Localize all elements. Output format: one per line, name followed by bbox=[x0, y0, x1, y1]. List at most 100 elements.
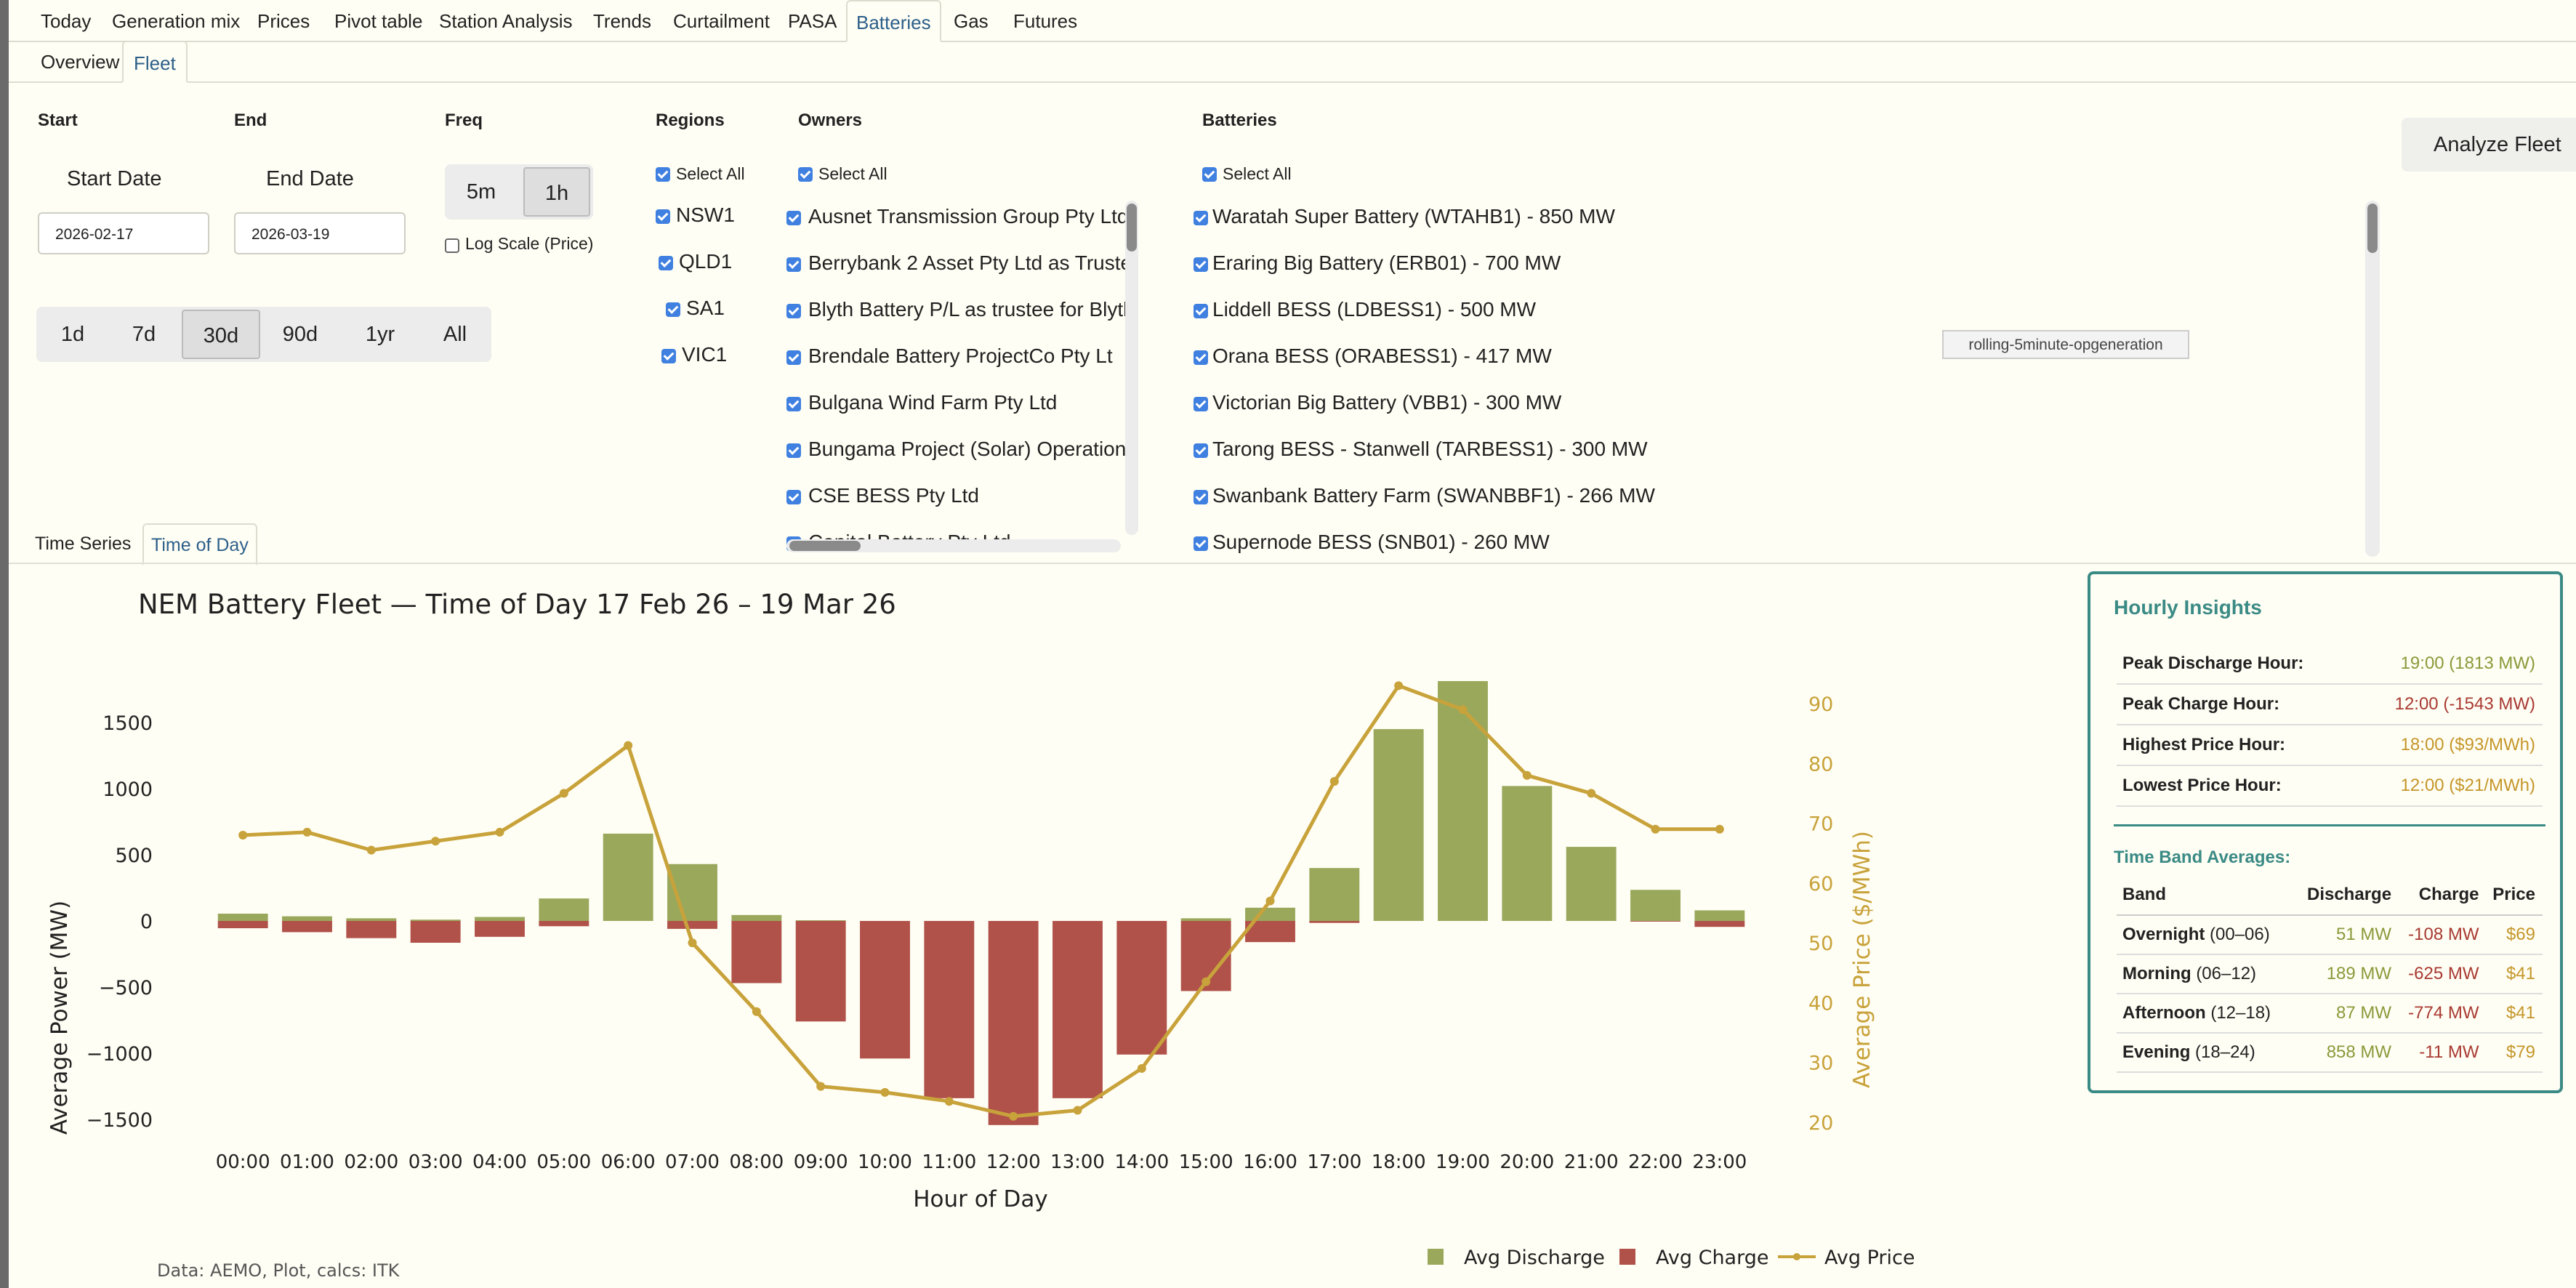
tab-pivot-table[interactable]: Pivot table bbox=[334, 10, 423, 32]
region-qld1-checkbox[interactable] bbox=[659, 256, 673, 270]
band-header: Band bbox=[2117, 875, 2296, 916]
tab-pasa[interactable]: PASA bbox=[788, 10, 837, 32]
battery-checkbox[interactable] bbox=[1194, 304, 1208, 318]
band-price: $41 bbox=[2486, 954, 2543, 994]
legend-swatch-price-marker bbox=[1793, 1253, 1800, 1260]
batteries-select-all-checkbox[interactable] bbox=[1202, 167, 1217, 182]
range-7d-button[interactable]: 7d bbox=[132, 323, 156, 346]
y-tick-label: 1500 bbox=[102, 712, 153, 735]
tab-gas[interactable]: Gas bbox=[954, 10, 989, 32]
tab-batteries[interactable]: Batteries bbox=[846, 0, 941, 42]
band-price: $69 bbox=[2486, 915, 2543, 955]
window-left-edge bbox=[0, 0, 9, 1288]
owner-checkbox[interactable] bbox=[786, 397, 801, 411]
tab-time-series[interactable]: Time Series bbox=[35, 534, 132, 554]
log-scale-checkbox[interactable] bbox=[445, 238, 459, 253]
x-tick-label: 00:00 bbox=[216, 1151, 270, 1173]
batteries-list[interactable]: Waratah Super Battery (WTAHB1) - 850 MW … bbox=[1189, 196, 2367, 560]
battery-checkbox[interactable] bbox=[1194, 443, 1208, 458]
region-nsw1-checkbox[interactable] bbox=[656, 209, 670, 224]
freq-1h-button[interactable]: 1h bbox=[523, 167, 590, 217]
insight-key: Lowest Price Hour: bbox=[2122, 776, 2282, 795]
battery-checkbox[interactable] bbox=[1194, 490, 1208, 504]
insight-row: Peak Charge Hour: 12:00 (-1543 MW) bbox=[2117, 685, 2543, 725]
batteries-scrollbar[interactable] bbox=[2365, 201, 2380, 557]
region-nsw1-label: NSW1 bbox=[676, 204, 735, 226]
owners-scroll-thumb-v[interactable] bbox=[1127, 204, 1137, 251]
x-tick-label: 17:00 bbox=[1307, 1151, 1361, 1173]
charge-bar bbox=[860, 921, 910, 1059]
battery-checkbox[interactable] bbox=[1194, 397, 1208, 411]
x-tick-label: 15:00 bbox=[1179, 1151, 1233, 1173]
tab-trends[interactable]: Trends bbox=[593, 10, 651, 32]
owners-select-all-checkbox[interactable] bbox=[798, 167, 813, 182]
tab-fleet[interactable]: Fleet bbox=[122, 41, 188, 83]
price-point bbox=[1394, 681, 1404, 691]
end-date-input[interactable]: 2026-03-19 bbox=[234, 212, 406, 254]
tab-station-analysis[interactable]: Station Analysis bbox=[439, 10, 573, 32]
price-point bbox=[1651, 824, 1660, 834]
discharge-bar bbox=[1438, 681, 1488, 921]
owner-item: Bungama Project (Solar) Operation bbox=[808, 438, 1127, 460]
range-90d-button[interactable]: 90d bbox=[282, 323, 318, 346]
price-point bbox=[559, 789, 568, 798]
batteries-scroll-thumb[interactable] bbox=[2367, 204, 2378, 253]
range-1d-button[interactable]: 1d bbox=[60, 323, 85, 346]
start-date-input[interactable]: 2026-02-17 bbox=[38, 212, 209, 254]
y-tick-label: 0 bbox=[140, 911, 153, 933]
owner-checkbox[interactable] bbox=[786, 490, 801, 504]
price-point bbox=[1073, 1106, 1082, 1115]
regions-select-all-checkbox[interactable] bbox=[656, 167, 670, 182]
hourly-insights-panel: Hourly Insights Peak Discharge Hour: 19:… bbox=[2088, 571, 2563, 1093]
band-header: Price bbox=[2486, 875, 2543, 916]
tab-futures[interactable]: Futures bbox=[1013, 10, 1078, 32]
band-price: $41 bbox=[2486, 994, 2543, 1034]
tab-today[interactable]: Today bbox=[41, 10, 92, 32]
range-1yr-button[interactable]: 1yr bbox=[365, 323, 395, 346]
charge-bar bbox=[1116, 921, 1167, 1055]
band-header: Charge bbox=[2399, 875, 2487, 916]
tab-time-of-day[interactable]: Time of Day bbox=[142, 523, 257, 565]
region-sa1-checkbox[interactable] bbox=[666, 302, 680, 317]
band-name: Evening bbox=[2122, 1042, 2191, 1062]
owner-checkbox[interactable] bbox=[786, 257, 801, 272]
owners-list[interactable]: Ausnet Transmission Group Pty Ltd Berryb… bbox=[782, 196, 1130, 552]
tab-prices[interactable]: Prices bbox=[257, 10, 310, 32]
tab-curtailment[interactable]: Curtailment bbox=[673, 10, 770, 32]
freq-5m-button[interactable]: 5m bbox=[466, 180, 496, 204]
price-point bbox=[944, 1097, 954, 1106]
charge-bar bbox=[346, 921, 397, 938]
battery-checkbox[interactable] bbox=[1194, 257, 1208, 272]
band-charge: -774 MW bbox=[2399, 994, 2487, 1034]
owners-scroll-thumb-h[interactable] bbox=[789, 541, 861, 551]
owner-checkbox[interactable] bbox=[786, 443, 801, 458]
price-point bbox=[688, 938, 697, 948]
x-tick-label: 13:00 bbox=[1050, 1151, 1105, 1173]
analyze-fleet-button[interactable]: Analyze Fleet bbox=[2402, 118, 2576, 172]
range-all-button[interactable]: All bbox=[443, 323, 467, 346]
owner-item: Ausnet Transmission Group Pty Ltd bbox=[808, 205, 1129, 228]
x-tick-label: 21:00 bbox=[1564, 1151, 1619, 1173]
owner-checkbox[interactable] bbox=[786, 304, 801, 318]
x-tick-label: 08:00 bbox=[729, 1151, 784, 1173]
owners-scrollbar-v[interactable] bbox=[1125, 201, 1138, 535]
battery-checkbox[interactable] bbox=[1194, 350, 1208, 365]
range-30d-button[interactable]: 30d bbox=[182, 310, 260, 359]
owner-checkbox[interactable] bbox=[786, 211, 801, 225]
y2-tick-label: 90 bbox=[1808, 693, 1833, 716]
tab-generation-mix[interactable]: Generation mix bbox=[112, 10, 241, 32]
battery-checkbox[interactable] bbox=[1194, 536, 1208, 551]
owner-checkbox[interactable] bbox=[786, 350, 801, 365]
x-tick-label: 07:00 bbox=[665, 1151, 720, 1173]
battery-checkbox[interactable] bbox=[1194, 211, 1208, 225]
y2-axis-label: Average Price ($/MWh) bbox=[1849, 831, 1875, 1088]
region-vic1-checkbox[interactable] bbox=[661, 349, 676, 363]
start-label: Start bbox=[38, 110, 78, 130]
insight-row: Highest Price Hour: 18:00 ($93/MWh) bbox=[2117, 725, 2543, 766]
owners-scrollbar-h[interactable] bbox=[786, 539, 1121, 552]
discharge-bar bbox=[1245, 907, 1295, 921]
charge-bar bbox=[988, 921, 1039, 1125]
region-sa1-label: SA1 bbox=[686, 297, 725, 319]
tab-overview[interactable]: Overview bbox=[41, 51, 120, 73]
x-tick-label: 09:00 bbox=[794, 1151, 848, 1173]
